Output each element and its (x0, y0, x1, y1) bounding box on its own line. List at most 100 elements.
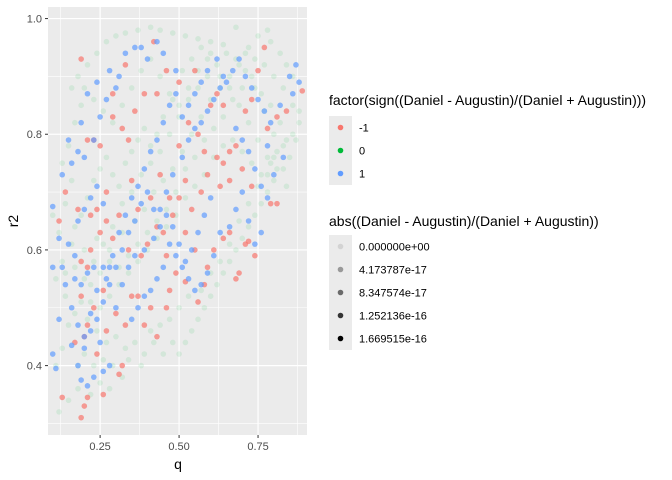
data-point (236, 218, 242, 224)
data-point (84, 383, 91, 389)
data-point (141, 322, 148, 328)
data-point (163, 206, 170, 213)
data-point (226, 223, 233, 230)
data-point (220, 235, 227, 242)
data-point (113, 310, 119, 317)
data-point (65, 397, 72, 404)
data-point (135, 27, 141, 33)
data-point (192, 287, 198, 294)
data-point (264, 154, 271, 161)
data-point (274, 200, 280, 207)
data-point (75, 385, 81, 392)
data-point (195, 85, 201, 91)
data-point (236, 270, 242, 276)
data-point (214, 90, 220, 97)
data-point (90, 96, 97, 103)
data-points (49, 24, 306, 421)
data-point (138, 171, 144, 178)
data-point (128, 189, 135, 195)
data-point (283, 108, 290, 114)
data-point (176, 102, 182, 109)
data-point (84, 316, 91, 323)
data-point (157, 223, 163, 230)
data-point (103, 276, 110, 282)
data-point (192, 154, 198, 161)
data-point (258, 183, 265, 190)
data-point (151, 189, 157, 195)
data-point (207, 38, 214, 45)
data-point (204, 56, 211, 62)
data-point (283, 137, 290, 143)
data-point (271, 154, 277, 161)
data-point (233, 143, 239, 149)
data-point (157, 27, 163, 33)
data-point (248, 183, 255, 190)
data-point (94, 79, 100, 85)
data-point (72, 310, 78, 317)
data-point (188, 328, 195, 334)
legend-key-point (337, 312, 344, 319)
data-point (293, 62, 299, 68)
data-point (94, 316, 100, 323)
data-point (214, 56, 220, 62)
data-point (97, 166, 103, 172)
data-point (173, 67, 179, 74)
data-point (201, 304, 208, 311)
legend-key-point (337, 147, 344, 154)
data-point (128, 293, 135, 299)
data-point (144, 241, 151, 247)
data-point (97, 143, 103, 149)
data-point (198, 114, 204, 120)
data-point (84, 264, 91, 271)
data-point (182, 339, 189, 346)
data-point (248, 160, 255, 166)
data-point (267, 160, 274, 166)
data-point (163, 304, 170, 311)
data-point (135, 293, 141, 299)
data-point (106, 67, 113, 74)
data-point (220, 102, 227, 109)
data-point (72, 264, 78, 271)
data-point (195, 36, 201, 42)
data-point (49, 264, 56, 271)
data-point (84, 90, 91, 97)
data-point (125, 247, 132, 253)
data-point (147, 195, 154, 201)
data-point (144, 56, 151, 62)
data-point (289, 90, 296, 97)
data-point (72, 119, 78, 126)
data-point (109, 119, 116, 126)
data-point (185, 96, 192, 103)
data-point (100, 299, 107, 305)
y-tick-label: 0.4 (27, 361, 42, 373)
data-point (207, 50, 214, 57)
alpha-legend: abs((Daniel - Augustin)/(Daniel + August… (329, 213, 599, 350)
data-point (226, 258, 233, 265)
data-point (236, 102, 242, 109)
data-point (97, 380, 103, 386)
data-point (49, 351, 56, 357)
legend-key-point (337, 124, 344, 131)
plot-panel (48, 7, 307, 435)
legend-label: 1.252136e-16 (359, 311, 427, 323)
data-point (128, 195, 135, 201)
data-point (267, 102, 274, 109)
data-point (166, 102, 173, 109)
data-point (233, 276, 239, 282)
data-point (62, 293, 69, 299)
data-point (144, 229, 151, 236)
legend-label: 8.347574e-17 (359, 288, 427, 300)
data-point (141, 90, 148, 97)
data-point (87, 310, 94, 317)
data-point (245, 44, 252, 51)
data-point (97, 229, 103, 236)
data-point (239, 137, 246, 143)
data-point (185, 85, 192, 91)
data-point (154, 218, 160, 224)
data-point (195, 316, 201, 323)
data-point (109, 252, 116, 259)
data-point (252, 241, 258, 247)
data-point (106, 281, 113, 288)
data-point (59, 264, 66, 271)
